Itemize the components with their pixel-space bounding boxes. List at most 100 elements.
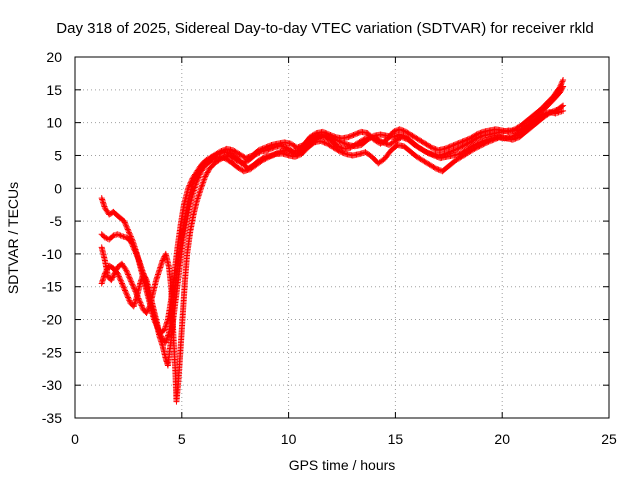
- data-point: [451, 141, 458, 148]
- data-point: [557, 82, 564, 89]
- data-point: [215, 149, 222, 156]
- y-tick-label: -5: [50, 213, 63, 229]
- data-point: [108, 275, 115, 282]
- data-point: [133, 251, 140, 258]
- data-point: [347, 133, 354, 140]
- data-point: [143, 309, 150, 316]
- data-point: [455, 140, 462, 147]
- data-point: [128, 279, 135, 286]
- data-point: [463, 136, 470, 143]
- data-point: [115, 272, 122, 279]
- data-point: [124, 226, 131, 233]
- data-point: [101, 270, 108, 277]
- data-point: [506, 128, 513, 135]
- data-point: [137, 299, 144, 306]
- data-point: [454, 145, 461, 152]
- data-point: [145, 306, 152, 313]
- data-point: [261, 156, 268, 163]
- data-point: [476, 139, 483, 146]
- data-point: [190, 180, 197, 187]
- data-point: [126, 230, 133, 237]
- data-point: [294, 152, 301, 159]
- data-point: [396, 126, 403, 133]
- data-point: [322, 129, 329, 136]
- data-point: [157, 330, 164, 337]
- data-point: [509, 127, 516, 134]
- data-point: [512, 131, 519, 138]
- data-point: [327, 131, 334, 138]
- data-point: [362, 135, 369, 142]
- data-point: [270, 152, 277, 159]
- data-point: [142, 275, 149, 282]
- data-point: [453, 146, 460, 153]
- data-point: [539, 111, 546, 118]
- data-point: [401, 135, 408, 142]
- data-point: [109, 274, 116, 281]
- data-point: [294, 144, 301, 151]
- data-point: [103, 267, 110, 274]
- data-point: [144, 308, 151, 315]
- data-point: [120, 284, 127, 291]
- data-point: [428, 144, 435, 151]
- data-point: [199, 182, 206, 189]
- data-point: [507, 134, 514, 141]
- x-tick-label: 5: [178, 431, 186, 447]
- data-point: [129, 282, 136, 289]
- data-point: [242, 155, 249, 162]
- data-point: [201, 176, 208, 183]
- data-point: [115, 273, 122, 280]
- data-point: [331, 133, 338, 140]
- data-point: [200, 179, 207, 186]
- data-point: [345, 134, 352, 141]
- data-point: [189, 181, 196, 188]
- data-point: [446, 143, 453, 150]
- data-point: [556, 84, 563, 91]
- data-point: [267, 142, 274, 149]
- data-point: [431, 164, 438, 171]
- data-point: [460, 138, 467, 145]
- data-point: [122, 220, 129, 227]
- data-point: [326, 131, 333, 138]
- data-point: [126, 275, 133, 282]
- data-point: [117, 232, 124, 239]
- data-point: [336, 143, 343, 150]
- data-point: [121, 286, 128, 293]
- x-tick-label: 20: [494, 431, 510, 447]
- data-point: [118, 280, 125, 287]
- data-point: [359, 137, 366, 144]
- data-point: [361, 136, 368, 143]
- plot-frame: [74, 56, 610, 419]
- data-point: [198, 185, 205, 192]
- data-point: [354, 130, 361, 137]
- data-point: [429, 145, 436, 152]
- data-point: [431, 145, 438, 152]
- data-point: [267, 153, 274, 160]
- data-point: [141, 273, 148, 280]
- data-point: [350, 131, 357, 138]
- data-point: [221, 154, 228, 161]
- data-point: [432, 165, 439, 172]
- data-point: [555, 109, 562, 116]
- data-point: [116, 274, 123, 281]
- data-point: [423, 149, 430, 156]
- data-point: [217, 148, 224, 155]
- data-point: [117, 276, 124, 283]
- data-point: [126, 297, 133, 304]
- data-point: [322, 140, 329, 147]
- x-tick-labels: 0 5 10 15 20 25: [71, 431, 617, 447]
- data-point: [110, 273, 117, 280]
- data-point: [129, 242, 136, 249]
- data-point: [124, 293, 131, 300]
- data-point: [238, 160, 245, 167]
- data-point: [478, 129, 485, 136]
- data-point: [134, 254, 141, 261]
- y-axis-label: SDTVAR / TECUs: [5, 182, 21, 294]
- data-point: [122, 288, 129, 295]
- axis-ticks: [74, 56, 610, 419]
- data-point: [450, 142, 457, 149]
- data-point: [123, 268, 130, 275]
- data-point: [456, 139, 463, 146]
- data-point: [268, 152, 275, 159]
- data-point: [129, 281, 136, 288]
- data-point: [122, 287, 129, 294]
